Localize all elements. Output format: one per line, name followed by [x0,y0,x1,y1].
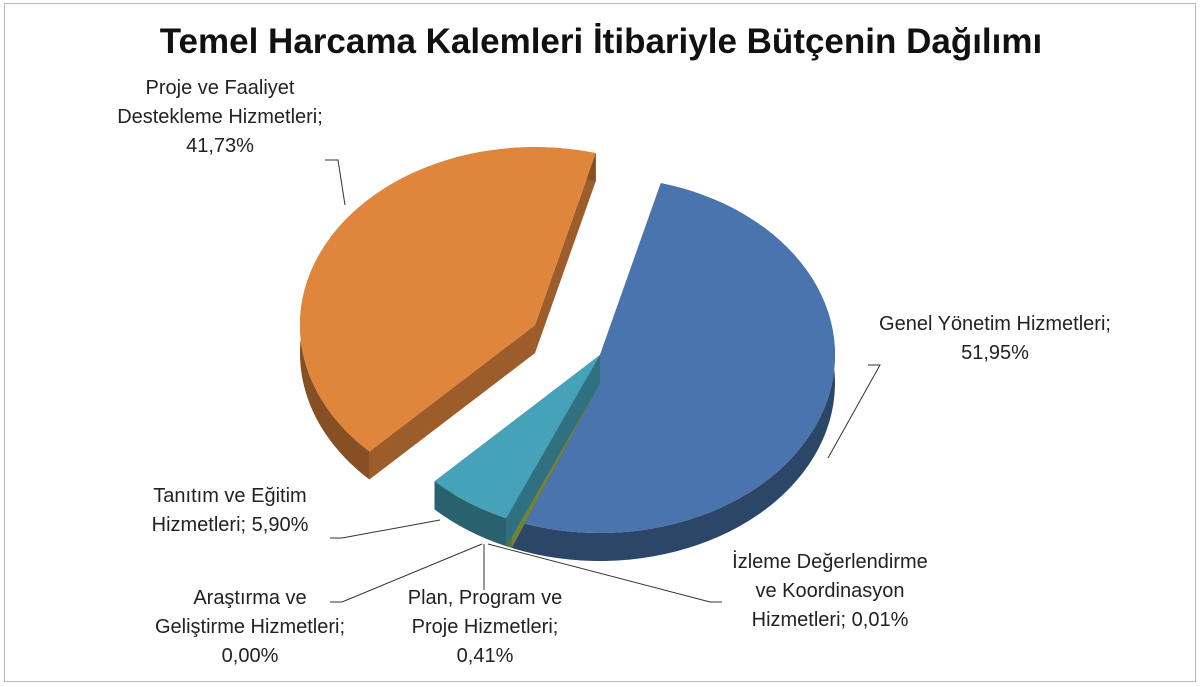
value-label: 41,73% [186,135,254,157]
slice [299,147,596,452]
value-label: 51,95% [961,342,1029,364]
value-label: 0,41% [456,645,514,667]
leader-lines [325,159,881,603]
slice-side [369,325,535,480]
data-label: Araştırma ve Geliştirme Hizmetleri 0,00% [150,584,350,671]
leader-line [325,159,346,206]
slice [511,183,835,534]
data-label: Genel Yönetim Hizmetleri 51,95% [875,310,1115,368]
slice-side [534,153,596,354]
chart-title: Temel Harcama Kalemleri İtibariyle Bütçe… [159,22,1043,61]
category-label: Plan, Program ve Proje Hizmetleri [408,587,563,638]
data-label: Proje ve Faaliyet Destekleme Hizmetleri … [105,74,335,161]
data-label: Tanıtım ve Eğitim Hizmetleri 5,90% [125,482,335,540]
category-label: Proje ve Faaliyet Destekleme Hizmetleri [117,77,323,128]
leader-line [330,519,441,539]
value-label: 0,00% [221,645,279,667]
data-label: Plan, Program ve Proje Hizmetleri 0,41% [385,584,585,671]
value-label: 5,90% [251,514,309,536]
leader-line [487,543,722,603]
value-label: 0,01% [851,609,909,631]
category-label: Araştırma ve Geliştirme Hizmetleri [155,587,345,638]
leader-line [827,364,881,459]
data-label: İzleme Değerlendirme ve Koordinasyon Hiz… [730,548,930,635]
slice-side [434,481,507,547]
category-label: Genel Yönetim Hizmetleri [879,313,1111,335]
leader-line [330,543,483,603]
frame [4,3,1196,682]
slice-side [506,355,600,547]
slice [434,355,600,519]
